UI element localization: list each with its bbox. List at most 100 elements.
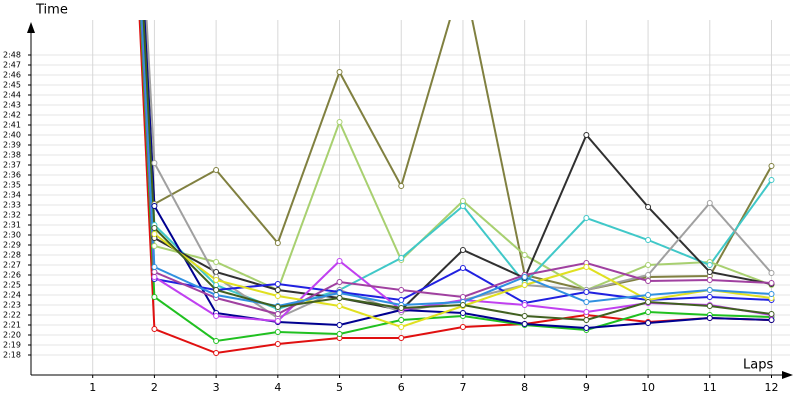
data-point bbox=[583, 317, 590, 323]
data-point bbox=[398, 335, 405, 341]
data-point bbox=[645, 272, 652, 278]
data-point bbox=[459, 294, 466, 300]
y-tick-label: 2:23 bbox=[3, 301, 21, 310]
data-point bbox=[151, 264, 158, 270]
data-point bbox=[583, 309, 590, 315]
data-point bbox=[645, 320, 652, 326]
data-point bbox=[645, 292, 652, 298]
data-point bbox=[274, 329, 281, 335]
y-tick-label: 2:18 bbox=[3, 351, 21, 360]
data-point bbox=[521, 302, 528, 308]
y-tick-label: 2:27 bbox=[3, 261, 21, 270]
y-tick-label: 2:20 bbox=[3, 331, 21, 340]
data-point bbox=[213, 269, 220, 275]
data-point bbox=[336, 331, 343, 337]
data-point bbox=[274, 311, 281, 317]
data-point bbox=[336, 119, 343, 125]
data-point bbox=[336, 303, 343, 309]
y-tick-label: 2:38 bbox=[3, 151, 21, 160]
data-point bbox=[151, 225, 158, 231]
data-point bbox=[213, 292, 220, 298]
x-tick-label: 4 bbox=[274, 381, 281, 394]
data-point bbox=[521, 252, 528, 258]
data-point bbox=[645, 262, 652, 268]
data-point bbox=[768, 270, 775, 276]
data-point bbox=[336, 295, 343, 301]
series-line bbox=[143, 20, 772, 330]
data-point bbox=[459, 310, 466, 316]
data-point bbox=[151, 269, 158, 275]
data-point bbox=[459, 247, 466, 253]
data-point bbox=[336, 290, 343, 296]
data-point bbox=[706, 262, 713, 268]
data-point bbox=[459, 265, 466, 271]
data-point bbox=[645, 278, 652, 284]
data-point bbox=[706, 200, 713, 206]
data-point bbox=[768, 317, 775, 323]
data-point bbox=[398, 287, 405, 293]
y-tick-label: 2:43 bbox=[3, 101, 21, 110]
series-line bbox=[140, 20, 772, 305]
data-point bbox=[521, 321, 528, 327]
y-tick-label: 2:31 bbox=[3, 221, 21, 230]
y-axis-arrow bbox=[27, 22, 35, 33]
series-line bbox=[143, 20, 773, 292]
data-point bbox=[336, 322, 343, 328]
y-tick-label: 2:42 bbox=[3, 111, 21, 120]
x-tick-label: 5 bbox=[336, 381, 343, 394]
data-point bbox=[274, 281, 281, 287]
data-point bbox=[521, 282, 528, 288]
series-line bbox=[142, 20, 772, 329]
x-tick-label: 6 bbox=[398, 381, 405, 394]
y-tick-label: 2:45 bbox=[3, 81, 21, 90]
data-point bbox=[398, 183, 405, 189]
data-point bbox=[583, 132, 590, 138]
series-line bbox=[140, 20, 772, 316]
data-point bbox=[645, 299, 652, 305]
data-point bbox=[459, 302, 466, 308]
data-point bbox=[151, 203, 158, 209]
data-point bbox=[398, 305, 405, 311]
y-tick-label: 2:29 bbox=[3, 241, 21, 250]
y-tick-label: 2:37 bbox=[3, 161, 21, 170]
y-tick-label: 2:22 bbox=[3, 311, 21, 320]
data-point bbox=[213, 282, 220, 288]
x-axis-arrow bbox=[782, 371, 793, 379]
data-point bbox=[213, 350, 220, 356]
data-point bbox=[336, 69, 343, 75]
x-tick-label: 10 bbox=[641, 381, 655, 394]
x-tick-label: 3 bbox=[213, 381, 220, 394]
data-point bbox=[398, 317, 405, 323]
y-tick-label: 2:25 bbox=[3, 281, 21, 290]
data-point bbox=[151, 243, 158, 249]
data-point bbox=[583, 289, 590, 295]
x-tick-label: 1 bbox=[89, 381, 96, 394]
data-point bbox=[706, 277, 713, 283]
y-tick-label: 2:40 bbox=[3, 131, 21, 140]
data-point bbox=[151, 274, 158, 280]
y-tick-label: 2:44 bbox=[3, 91, 21, 100]
x-tick-label: 7 bbox=[459, 381, 466, 394]
x-tick-label: 11 bbox=[703, 381, 717, 394]
data-point bbox=[459, 203, 466, 209]
y-tick-label: 2:39 bbox=[3, 141, 21, 150]
data-point bbox=[274, 293, 281, 299]
data-point bbox=[151, 294, 158, 300]
plot-area bbox=[138, 20, 775, 356]
x-axis-label: Laps bbox=[743, 358, 773, 373]
data-point bbox=[213, 313, 220, 319]
data-point bbox=[213, 167, 220, 173]
series-line bbox=[139, 20, 772, 343]
data-point bbox=[151, 326, 158, 332]
data-point bbox=[706, 303, 713, 309]
data-point bbox=[583, 215, 590, 221]
data-point bbox=[398, 255, 405, 261]
data-point bbox=[151, 160, 158, 166]
data-point bbox=[521, 274, 528, 280]
y-tick-label: 2:34 bbox=[3, 191, 21, 200]
data-point bbox=[398, 297, 405, 303]
data-point bbox=[521, 313, 528, 319]
y-axis-label: Time bbox=[35, 3, 68, 18]
y-tick-label: 2:47 bbox=[3, 61, 21, 70]
data-point bbox=[336, 258, 343, 264]
